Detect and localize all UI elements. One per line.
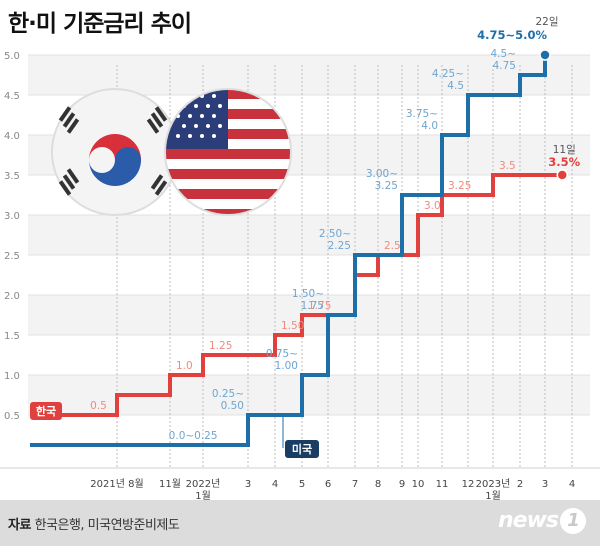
y-tick-label: 3.5: [4, 171, 20, 182]
series-end-marker: [556, 169, 568, 181]
y-tick-label: 3.0: [4, 211, 20, 222]
step-value-label: 3.25: [375, 180, 398, 192]
x-tick-label: 2022년: [186, 478, 221, 490]
series-end-value: 3.5%: [548, 155, 580, 169]
grid-band: [28, 215, 590, 255]
step-value-label: 0.50: [221, 400, 244, 412]
legend-korea: 한국: [30, 402, 62, 420]
series-end-date: 11일: [553, 143, 576, 156]
x-tick-label: 9: [399, 479, 405, 490]
x-tick-label: 11월: [159, 478, 181, 490]
y-tick-label: 1.5: [4, 331, 20, 342]
x-tick-sublabel: 1월: [195, 490, 211, 500]
usa-flag-icon: [164, 88, 292, 216]
legend-korea-badge: [30, 402, 62, 420]
y-tick-label: 4.0: [4, 131, 20, 142]
step-value-label: 1.00: [275, 360, 298, 372]
logo-text: news: [497, 508, 559, 533]
grid-band: [28, 55, 590, 95]
step-value-label: 1.25: [209, 340, 232, 352]
grid-band: [28, 375, 590, 415]
step-value-label: 4.75: [493, 60, 516, 72]
x-tick-label: 3: [245, 479, 251, 490]
x-tick-label: 6: [325, 479, 331, 490]
y-tick-label: 0.5: [4, 411, 20, 422]
legend-korea-label: 한국: [36, 404, 56, 418]
series-end-date: 22일: [535, 15, 558, 28]
step-value-label: 2.5: [384, 240, 401, 252]
legend-usa-label: 미국: [292, 442, 312, 456]
rate-chart: 0.5 1.0 1.5 2.0 2.5 3.0 3.5 4.0 4.5 5.0: [0, 15, 600, 500]
y-tick-label: 4.5: [4, 91, 20, 102]
step-value-label: 4.0: [421, 120, 438, 132]
x-tick-label: 10: [412, 479, 425, 490]
source-label: 자료: [8, 518, 31, 533]
step-value-label: 1.0: [176, 360, 193, 372]
step-value-label: 0.25~: [212, 388, 244, 400]
step-value-label: 0.75~: [266, 348, 298, 360]
step-value-label: 3.00~: [366, 168, 398, 180]
x-tick-label: 8: [375, 479, 381, 490]
usa-rate-line: [30, 55, 547, 447]
step-value-label: 1.75: [301, 300, 324, 312]
step-value-label: 4.5~: [491, 48, 517, 60]
step-value-label: 1.75: [308, 300, 331, 312]
step-value-label: 2.50~: [319, 228, 351, 240]
x-tick-label: 5: [299, 479, 305, 490]
step-value-label: 3.25: [448, 180, 471, 192]
x-tick-label: 4: [569, 479, 575, 490]
footer: 자료 한국은행, 미국연방준비제도 news 1: [0, 500, 600, 546]
step-value-label: 2.25: [328, 240, 351, 252]
step-value-label: 4.5: [447, 80, 464, 92]
x-tick-label: 7: [352, 479, 358, 490]
x-tick-label: 3: [542, 479, 548, 490]
y-tick-label: 2.5: [4, 251, 20, 262]
step-value-label: 1.50~: [292, 288, 324, 300]
x-tick-sublabel: 1월: [485, 490, 501, 500]
step-value-label: 1.50: [281, 320, 304, 332]
x-tick-label: 2: [517, 479, 523, 490]
chart-title: 한·미 기준금리 추이: [8, 11, 192, 37]
y-tick-label: 2.0: [4, 291, 20, 302]
korea-flag-icon: [51, 88, 179, 216]
source-text: 한국은행, 미국연방준비제도: [34, 518, 180, 533]
series-end-marker: [539, 49, 551, 61]
y-tick-label: 5.0: [4, 51, 20, 62]
step-value-label: 3.75~: [406, 108, 438, 120]
step-value-label: 0.0~0.25: [169, 430, 218, 442]
x-tick-label: 11: [436, 479, 449, 490]
source-line: 자료 한국은행, 미국연방준비제도: [8, 514, 180, 533]
step-value-label: 4.25~: [432, 68, 464, 80]
x-tick-label: 4: [272, 479, 278, 490]
x-tick-label: 2023년: [476, 478, 511, 490]
x-tick-label: 2021년 8월: [90, 478, 143, 490]
series-end-value: 4.75~5.0%: [477, 28, 547, 42]
news1-logo: news 1: [498, 508, 586, 534]
logo-mark: 1: [560, 508, 586, 534]
y-tick-label: 1.0: [4, 371, 20, 382]
step-value-label: 0.5: [90, 400, 107, 412]
x-tick-label: 12: [462, 479, 475, 490]
step-value-label: 3.0: [424, 200, 441, 212]
legend-usa-badge: [285, 440, 319, 458]
step-value-label: 3.5: [499, 160, 516, 172]
legend-usa: 미국: [282, 415, 319, 458]
